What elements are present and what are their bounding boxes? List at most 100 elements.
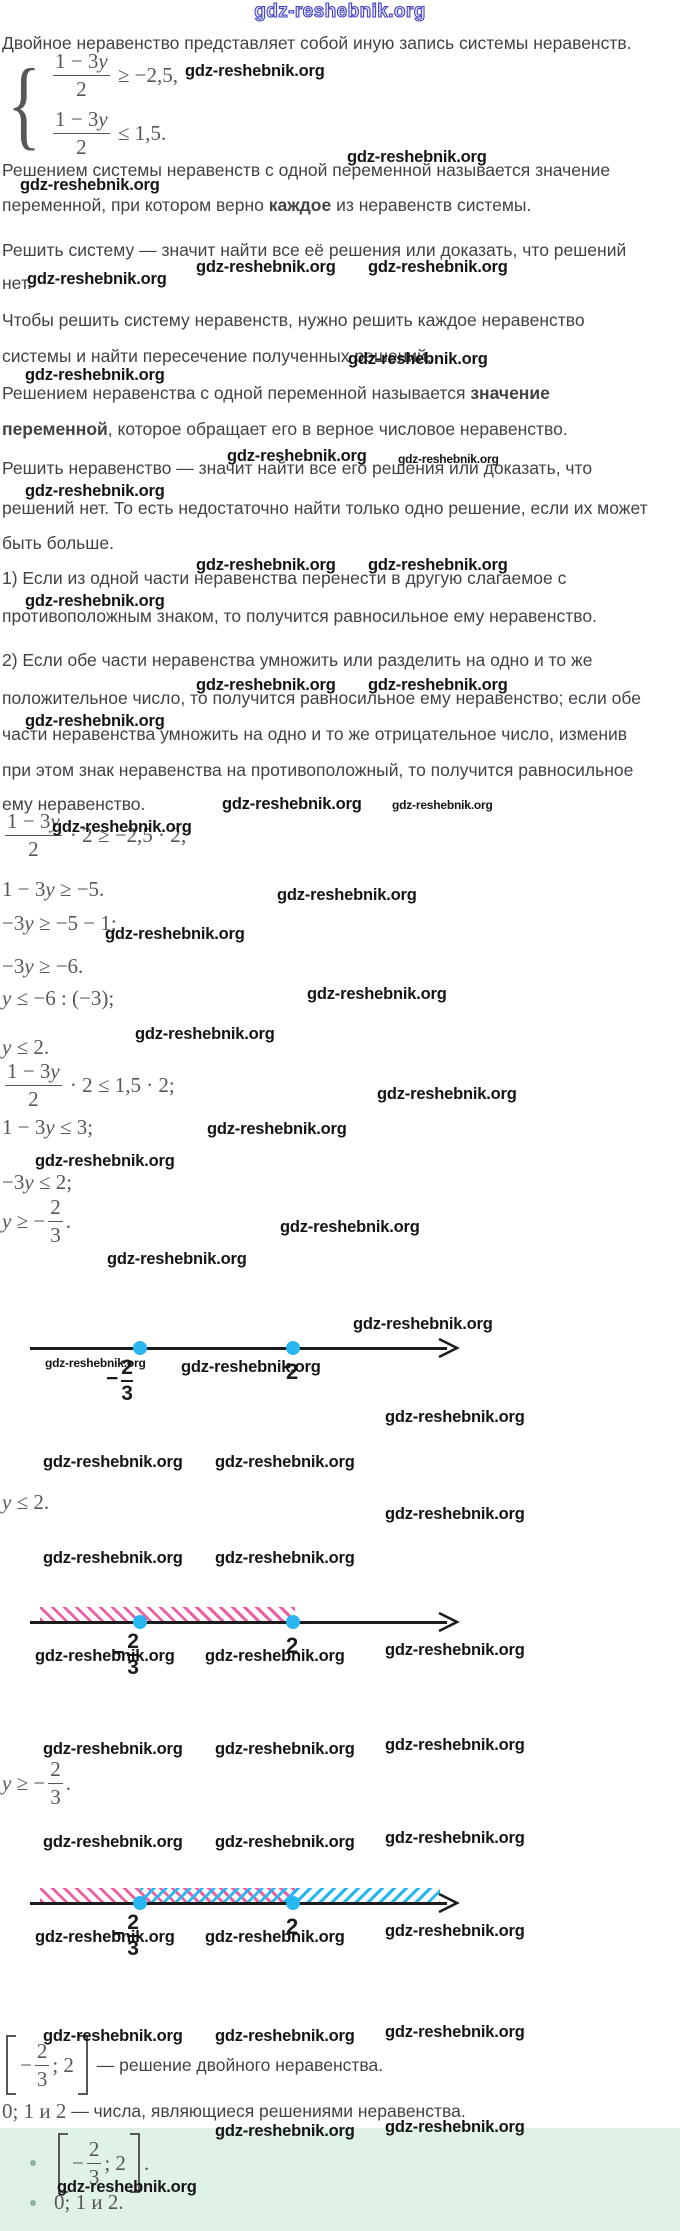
watermark: gdz-reshebnik.org — [392, 798, 493, 812]
watermark: gdz-reshebnik.org — [35, 1152, 175, 1170]
watermark: gdz-reshebnik.org — [25, 482, 165, 500]
answer-box — [0, 2128, 680, 2231]
watermark: gdz-reshebnik.org — [52, 818, 192, 836]
axis-label-fraction: −2 3 — [112, 1630, 139, 1679]
watermark: gdz-reshebnik.org — [20, 176, 160, 194]
text-segment: значение — [470, 383, 550, 403]
watermark: gdz-reshebnik.org — [385, 1829, 525, 1847]
denominator: 3 — [35, 2066, 50, 2091]
watermark: gdz-reshebnik.org — [280, 1218, 420, 1236]
math-segment: 1 − 3 — [2, 1115, 46, 1139]
math-segment: ≥ −5 − 1; — [33, 911, 117, 935]
math-segment: 2 — [50, 1195, 61, 1219]
solution-hatch-cyan — [140, 1888, 440, 1902]
math-segment: . — [65, 1208, 71, 1233]
label-fraction-bar — [127, 1935, 139, 1938]
math-segment: y — [45, 877, 55, 901]
axis-arrow-icon — [436, 1610, 460, 1634]
watermark: gdz-reshebnik.org — [348, 350, 488, 368]
numerator: 1 − 3y — [55, 49, 108, 73]
watermark: gdz-reshebnik.org — [43, 1740, 183, 1758]
interval-bracket — [58, 2133, 68, 2193]
math-line: y ≤ 2. — [2, 1490, 49, 1515]
fraction: 1 − 3y 2 — [5, 1060, 62, 1110]
text-line: решений нет. То есть недостаточно найти … — [2, 498, 648, 519]
label-numerator: 2 — [121, 1356, 133, 1379]
text-segment: положительное число, то получится равнос… — [2, 688, 641, 708]
numerator: 1 − 3y — [5, 1060, 62, 1083]
math-segment: y — [2, 1770, 12, 1795]
watermark: gdz-reshebnik.org — [181, 1358, 321, 1376]
text-segment: переменной, при котором верно — [2, 195, 269, 215]
bullet-icon — [30, 2199, 36, 2206]
label-numerator: 2 — [127, 1630, 139, 1653]
bullet-icon — [30, 2160, 36, 2166]
math-line: 1 − 3y 2 · 2 ≤ 1,5 · 2; — [2, 1060, 175, 1110]
watermark: gdz-reshebnik.org — [43, 1549, 183, 1567]
fraction-bar — [53, 133, 110, 135]
math-segment: ; 2 — [52, 2052, 74, 2077]
axis-arrow-icon — [436, 1336, 460, 1360]
math-segment: y — [24, 911, 34, 935]
watermark: gdz-reshebnik.org — [215, 1549, 355, 1567]
watermark: gdz-reshebnik.org — [377, 1085, 517, 1103]
math-line: 0; 1 и 2 — числа, являющиеся решениями н… — [2, 2099, 466, 2124]
math-segment: ≥ −6. — [33, 954, 84, 978]
text-segment: 2) Если обе части неравенства умножить и… — [2, 650, 593, 670]
math-segment: y — [2, 1208, 12, 1233]
text-segment: системы и найти пересечение полученных р… — [2, 346, 432, 366]
math-line: 0; 1 и 2. — [30, 2190, 124, 2215]
watermark: gdz-reshebnik.org — [196, 556, 336, 574]
axis-line-2 — [30, 1621, 447, 1624]
watermark: gdz-reshebnik.org — [385, 1736, 525, 1754]
watermark: gdz-reshebnik.org — [227, 447, 367, 465]
minus-sign: − — [112, 1922, 125, 1945]
denominator: 2 — [26, 1087, 41, 1111]
denominator: 2 — [76, 135, 87, 160]
math-line: 1 − 3y 2 · 2 ≥ −2,5 · 2; — [2, 810, 187, 860]
math-segment: 2 — [88, 2136, 100, 2161]
point-marker — [286, 1615, 300, 1629]
text-segment: противоположным знаком, то получится рав… — [2, 606, 597, 626]
text-segment: Двойное неравенство представляет собой и… — [2, 33, 632, 53]
watermark: gdz-reshebnik.org — [277, 886, 417, 904]
math-segment: −3 — [2, 954, 25, 978]
inequality-rhs: ≤ 1,5. — [112, 121, 167, 146]
text-line: Чтобы решить систему неравенств, нужно р… — [2, 310, 585, 331]
math-segment: 2 — [50, 1757, 61, 1781]
site-watermark-header: gdz-reshebnik.org — [254, 0, 426, 22]
watermark: gdz-reshebnik.org — [215, 2122, 355, 2140]
math-line: −2 3; 2. — [30, 2133, 149, 2193]
math-segment: — числа, являющиеся решениями неравенств… — [66, 2101, 466, 2121]
math-segment: ≥ − — [11, 1770, 46, 1795]
math-segment: 3 — [36, 2066, 48, 2091]
label-denominator: 3 — [121, 1382, 133, 1406]
math-segment: 3 — [50, 1222, 61, 1247]
watermark: gdz-reshebnik.org — [347, 148, 487, 166]
math-segment: 0; 1 и 2. — [54, 2190, 124, 2214]
watermark: gdz-reshebnik.org — [43, 1833, 183, 1851]
math-segment: y — [50, 1059, 60, 1083]
label-numerator: 2 — [127, 1911, 139, 1934]
math-segment: 1 − 3 — [2, 877, 46, 901]
math-segment: y — [24, 1170, 34, 1194]
math-segment: − — [72, 2150, 84, 2175]
watermark: gdz-reshebnik.org — [45, 1356, 146, 1370]
system-row-2: 1 − 3y 2 ≤ 1,5. — [50, 108, 178, 158]
watermark: gdz-reshebnik.org — [307, 985, 447, 1003]
math-line: y ≥ −2 3. — [2, 1758, 71, 1808]
math-segment: y — [45, 1115, 55, 1139]
system-brace-icon: { — [7, 48, 41, 160]
watermark: gdz-reshebnik.org — [385, 1641, 525, 1659]
watermark: gdz-reshebnik.org — [368, 258, 508, 276]
text-segment: Решением неравенства с одной переменной … — [2, 383, 471, 403]
watermark: gdz-reshebnik.org — [105, 925, 245, 943]
fraction-bar — [86, 2162, 102, 2164]
watermark: gdz-reshebnik.org — [135, 1025, 275, 1043]
math-segment: 1 − 3 — [7, 1059, 51, 1083]
interval-bracket — [77, 2035, 88, 2095]
